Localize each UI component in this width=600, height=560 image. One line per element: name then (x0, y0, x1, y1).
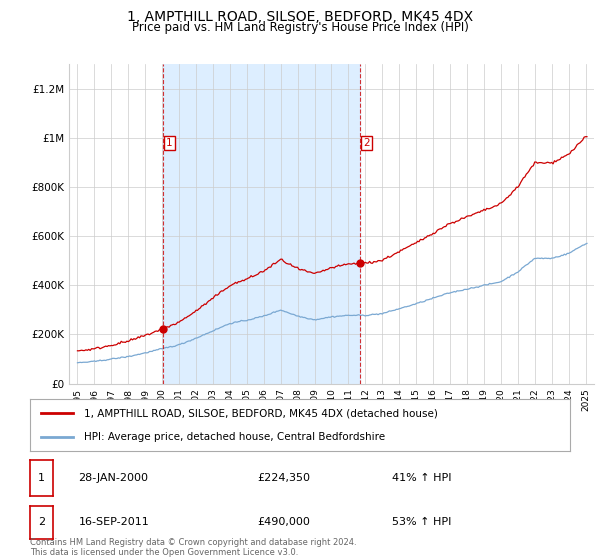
Text: 28-JAN-2000: 28-JAN-2000 (79, 473, 149, 483)
Text: 1: 1 (166, 138, 172, 148)
Text: 1, AMPTHILL ROAD, SILSOE, BEDFORD, MK45 4DX: 1, AMPTHILL ROAD, SILSOE, BEDFORD, MK45 … (127, 10, 473, 24)
Text: 53% ↑ HPI: 53% ↑ HPI (392, 517, 451, 527)
Text: Price paid vs. HM Land Registry's House Price Index (HPI): Price paid vs. HM Land Registry's House … (131, 21, 469, 34)
Text: 1, AMPTHILL ROAD, SILSOE, BEDFORD, MK45 4DX (detached house): 1, AMPTHILL ROAD, SILSOE, BEDFORD, MK45 … (84, 408, 438, 418)
Text: 2: 2 (38, 517, 45, 527)
Text: £490,000: £490,000 (257, 517, 310, 527)
Text: 2: 2 (363, 138, 370, 148)
Text: 16-SEP-2011: 16-SEP-2011 (79, 517, 149, 527)
Text: 1: 1 (38, 473, 45, 483)
Text: Contains HM Land Registry data © Crown copyright and database right 2024.
This d: Contains HM Land Registry data © Crown c… (30, 538, 356, 557)
Text: HPI: Average price, detached house, Central Bedfordshire: HPI: Average price, detached house, Cent… (84, 432, 385, 442)
Text: £224,350: £224,350 (257, 473, 310, 483)
Bar (163, 64, 361, 384)
Text: 41% ↑ HPI: 41% ↑ HPI (392, 473, 451, 483)
